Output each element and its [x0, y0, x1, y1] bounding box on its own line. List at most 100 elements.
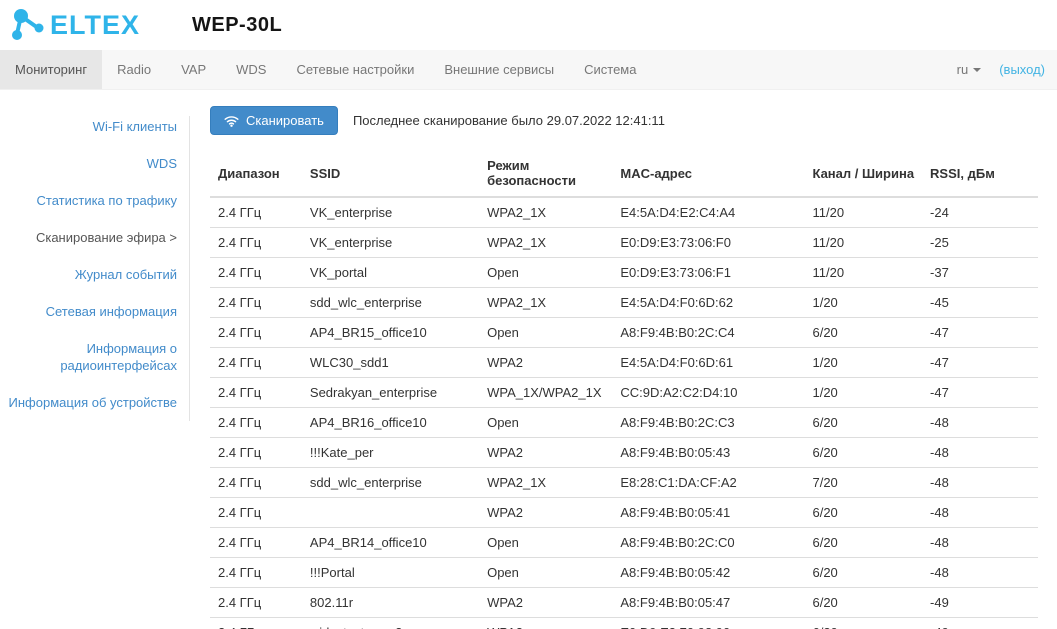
- table-row: 2.4 ГГц VK_enterprise WPA2_1X E4:5A:D4:E2:C…: [210, 197, 1038, 228]
- table-cell: WPA_1X/WPA2_1X: [479, 377, 613, 408]
- table-cell: -49: [922, 617, 1038, 629]
- table-cell: -48: [922, 527, 1038, 558]
- table-cell: 2.4 ГГц: [210, 257, 302, 288]
- table-cell: 7/20: [804, 467, 923, 498]
- table-body: 2.4 ГГц VK_enterprise WPA2_1X E4:5A:D4:E2:C…: [210, 197, 1038, 629]
- col-header-mac: MAC-адрес: [612, 150, 805, 198]
- table-cell: AP4_BR14_office10: [301, 527, 480, 558]
- logout-link[interactable]: (выход): [999, 62, 1045, 77]
- table-cell: !!!Portal: [301, 557, 480, 588]
- sidebar: Wi-Fi клиенты WDS Статистика по трафику Ска…: [0, 90, 190, 455]
- table-cell: E4:5A:D4:F0:6D:61: [612, 347, 805, 378]
- table-row: 2.4 ГГц Sedrakyan_enterprise WPA_1X/WPA2_1…: [210, 377, 1038, 408]
- nav-tab[interactable]: WDS: [236, 62, 267, 77]
- table-cell: WPA2_1X: [479, 227, 613, 258]
- sidebar-item[interactable]: Информация об устройстве: [8, 395, 177, 410]
- sidebar-item[interactable]: Статистика по трафику: [36, 193, 177, 208]
- table-cell: 11/20: [812, 205, 845, 220]
- table-cell: 2.4 ГГц: [210, 557, 302, 588]
- sidebar-item[interactable]: Сетевая информация: [45, 304, 177, 319]
- table-cell: 2.4 ГГц: [210, 587, 302, 618]
- table-cell: VK_enterprise: [309, 205, 393, 220]
- app-header: eltex WEP-30L: [0, 0, 1057, 50]
- table-cell: !!!Kate_per: [301, 437, 480, 468]
- sidebar-item[interactable]: WDS: [146, 156, 177, 171]
- table-cell: 2.4 ГГц: [210, 467, 302, 498]
- col-header-security: Режим безопасности: [479, 150, 613, 198]
- table-cell: CC:9D:A2:C2:D4:10: [612, 377, 805, 408]
- table-cell: VK_portal: [301, 257, 480, 288]
- sidebar-item[interactable]: Информация о радиоинтерфейсах: [60, 341, 177, 373]
- table-cell: 2.4 ГГц: [210, 227, 302, 258]
- col-header-channel: Канал / Ширина: [804, 150, 923, 198]
- nav-tab[interactable]: Radio: [117, 62, 152, 77]
- table-cell: A8:F9:4B:B0:2C:C3: [612, 407, 805, 438]
- table-cell: Open: [479, 257, 613, 288]
- sidebar-item[interactable]: Сканирование эфира >: [35, 230, 177, 245]
- table-cell: -47: [922, 347, 1038, 378]
- table-cell: 6/20: [804, 437, 923, 468]
- table-cell: 2.4 ГГц: [210, 317, 302, 348]
- table-cell: AP4_BR16_office10: [301, 407, 480, 438]
- table-cell: 802.11r: [301, 587, 480, 618]
- nav-tab[interactable]: Система: [584, 62, 637, 77]
- table-cell: A8:F9:4B:B0:2C:C0: [612, 527, 805, 558]
- table-cell: 2.4 ГГц: [210, 287, 302, 318]
- table-cell: 2.4 ГГц: [210, 407, 302, 438]
- table-cell: E8:28:C1:DA:CF:A2: [612, 467, 805, 498]
- table-cell: WPA2: [479, 347, 613, 378]
- table-cell: 6/20: [804, 497, 923, 528]
- table-cell: Sedrakyan_enterprise: [301, 377, 480, 408]
- nav-tab[interactable]: Сетевые настройки: [296, 62, 415, 77]
- table-row: 2.4 ГГц WLC30_sdd1 WPA2 E4:5A:D4:F0:6D:61 1/…: [210, 347, 1038, 378]
- language-dropdown[interactable]: ru: [957, 62, 982, 77]
- table-cell: VK_enterprise: [301, 227, 480, 258]
- table-cell: [301, 497, 480, 528]
- table-cell: -48: [922, 437, 1038, 468]
- scan-button-label: Сканировать: [246, 113, 324, 128]
- table-cell: E4:5A:D4:F0:6D:62: [612, 287, 805, 318]
- table-row: 2.4 ГГц 802.11r WPA2 A8:F9:4B:B0:05:47 6/20-…: [210, 587, 1038, 618]
- nav-tab[interactable]: VAP: [181, 62, 207, 77]
- table-row: 2.4 ГГц !!!Kate_per WPA2 A8:F9:4B:B0:05:43 6…: [210, 437, 1038, 468]
- chevron-down-icon: [973, 67, 982, 72]
- table-cell: A8:F9:4B:B0:05:43: [612, 437, 805, 468]
- col-header-rssi: RSSI, дБм: [922, 150, 1038, 198]
- sidebar-item[interactable]: Wi-Fi клиенты: [92, 119, 177, 134]
- nav-tab[interactable]: Мониторинг: [0, 50, 103, 89]
- sidebar-menu: Wi-Fi клиенты WDS Статистика по трафику Ска…: [0, 116, 190, 421]
- table-cell: 11/20: [804, 227, 923, 258]
- table-row: 2.4 ГГц AP4_BR14_office10 Open A8:F9:4B:B0:…: [210, 527, 1038, 558]
- col-header-ssid: SSID: [301, 150, 480, 198]
- table-cell: -25: [922, 227, 1038, 258]
- table-cell: -47: [922, 377, 1038, 408]
- table-cell: Open: [479, 317, 613, 348]
- table-cell: Open: [479, 407, 613, 438]
- table-row: 2.4 ГГц WPA2 A8:F9:4B:B0:05:41 6/20 -48: [210, 497, 1038, 528]
- wifi-icon: [224, 115, 239, 127]
- scan-toolbar: Сканировать Последнее сканирование было …: [210, 106, 1038, 135]
- table-cell: 1/20: [804, 287, 923, 318]
- table-row: 2.4 ГГц AP4_BR16_office10 Open A8:F9:4B:B0:…: [210, 407, 1038, 438]
- page-title: WEP-30L: [192, 13, 283, 36]
- sidebar-item[interactable]: Журнал событий: [74, 267, 177, 282]
- table-cell: A8:F9:4B:B0:05:42: [612, 557, 805, 588]
- table-header-row: Диапазон SSID Режим безопасности MAC-адр…: [210, 150, 1038, 198]
- scan-button[interactable]: Сканировать: [210, 106, 338, 135]
- table-cell: Open: [479, 527, 613, 558]
- table-row: 2.4 ГГц AP4_BR15_office10 Open A8:F9:4B:B0:…: [210, 317, 1038, 348]
- table-cell: A8:F9:4B:B0:05:47: [612, 587, 805, 618]
- table-cell: E4:5A:D4:E2:C4:A4: [620, 205, 736, 220]
- table-cell: -48: [922, 557, 1038, 588]
- nav-tab[interactable]: Внешние сервисы: [444, 62, 555, 77]
- nav-tabs: Мониторинг Radio VAP WDS Сетевые настройки Вн…: [0, 50, 651, 89]
- language-label: ru: [956, 62, 969, 77]
- table-cell: WPA2: [479, 497, 613, 528]
- table-cell: -37: [922, 257, 1038, 288]
- table-cell: E0:D9:E3:73:06:F0: [612, 227, 805, 258]
- col-header-band: Диапазон: [210, 150, 302, 198]
- table-cell: E0:D9:E3:73:06:F1: [612, 257, 805, 288]
- brand-text: eltex: [50, 9, 141, 40]
- table-cell: 1/20: [804, 377, 923, 408]
- table-cell: wids_test_wep2ac: [301, 617, 480, 629]
